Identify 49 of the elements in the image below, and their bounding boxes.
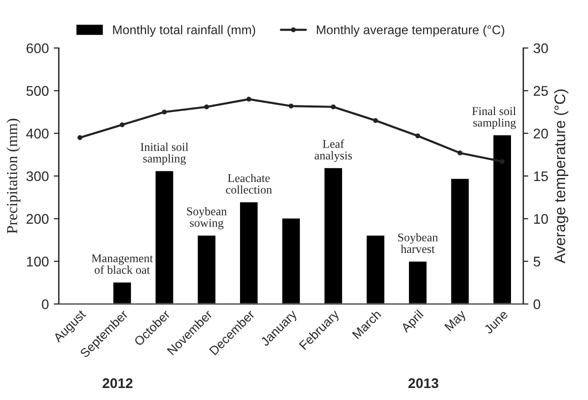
bar [196,234,217,304]
annotation: Initial soil sampling [140,142,188,165]
y2-tick-label: 5 [534,256,540,267]
bar [492,134,512,304]
bar [450,177,470,304]
x-tick-label: May [444,309,468,334]
bar [280,217,302,304]
annotation: Management of black oat [92,254,153,274]
legend-label: Monthly total rainfall (mm) [113,25,256,37]
bar [365,234,386,304]
point [415,133,420,138]
y2-tick-label: 0 [534,299,540,310]
bar [154,170,175,304]
bar [323,166,344,304]
y-tick-label: 100 [26,256,49,267]
y2-tick-label: 25 [534,86,548,96]
text: 2013 [408,378,438,388]
legend-label: Monthly average temperature (°C) [316,25,504,37]
y2-tick-label: 20 [534,128,548,139]
y-tick-label: 300 [26,171,49,182]
y-tick-label: 400 [26,128,49,139]
bar [112,281,132,304]
annotation: Final soil sampling [472,106,516,130]
annotation: Soybean sowing [187,207,227,230]
point [246,96,252,102]
point [288,104,294,108]
y-tick-label: 0 [42,299,49,310]
y2-tick-label: 15 [534,171,548,182]
point [458,150,462,156]
y2-tick-label: 10 [534,214,548,224]
point [120,122,125,128]
annotation: Soybean harvest [398,233,438,253]
y-axis-title: Precipitation (mm) [6,118,20,234]
y-tick-label: 500 [26,86,49,96]
annotation: Leaf analysis [314,140,352,162]
point [162,110,167,114]
point [373,118,378,123]
y2-axis-title: Average temperature (°C) [554,90,568,264]
text: 2012 [102,378,132,388]
y2-tick-label: 30 [534,43,548,54]
y-tick-label: 200 [26,214,49,224]
point [330,104,336,110]
point [204,104,210,110]
bar [408,260,428,304]
annotation: Leachate collection [226,174,272,194]
point [500,159,505,164]
point [77,135,82,140]
bar [238,200,260,304]
y-tick-label: 600 [26,43,49,54]
